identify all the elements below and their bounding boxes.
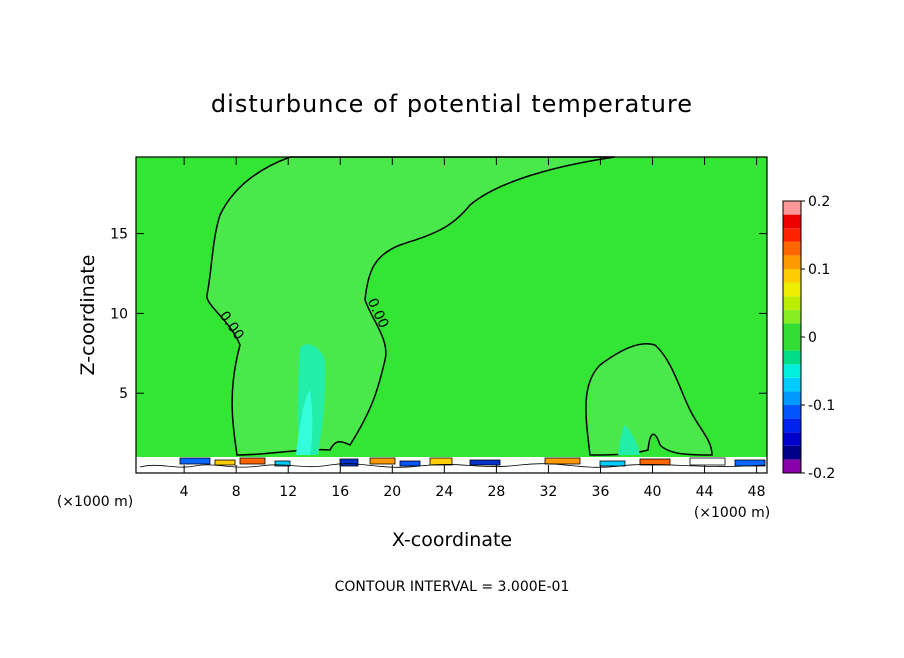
surface-noise bbox=[139, 457, 766, 468]
colorbar-tick-label: 0.1 bbox=[808, 262, 830, 278]
colorbar-swatch bbox=[783, 405, 801, 419]
colorbar-tick-label: -0.2 bbox=[808, 466, 835, 482]
colorbar-swatch bbox=[783, 350, 801, 365]
contour-field: 0.00 0.00 bbox=[135, 156, 768, 474]
x-tick-label: 4 bbox=[180, 484, 189, 500]
colorbar-swatch bbox=[783, 445, 801, 460]
colorbar-swatch bbox=[783, 337, 801, 351]
colorbar-tick-label: 0.2 bbox=[808, 194, 830, 210]
x-tick-label: 8 bbox=[232, 484, 241, 500]
colorbar-tick-label: 0 bbox=[808, 330, 817, 346]
x-tick-label: 44 bbox=[696, 484, 714, 500]
x-tick-label: 48 bbox=[748, 484, 766, 500]
colorbar-swatch bbox=[783, 432, 801, 446]
contour-plume bbox=[585, 343, 713, 456]
footnote: CONTOUR INTERVAL = 3.000E-01 bbox=[335, 579, 570, 595]
y-tick-label: 10 bbox=[110, 306, 128, 322]
colorbar-swatch bbox=[783, 323, 801, 337]
y-axis-label: Z-coordinate bbox=[77, 255, 99, 376]
x-tick-label: 36 bbox=[592, 484, 610, 500]
contour-core bbox=[296, 390, 313, 455]
y-tick-label: 15 bbox=[110, 227, 128, 243]
colorbar-swatch bbox=[783, 377, 801, 392]
chart-title: disturbunce of potential temperature bbox=[211, 90, 693, 118]
colorbar-swatch bbox=[783, 214, 801, 229]
contour-core bbox=[618, 425, 640, 455]
colorbar-swatch bbox=[783, 228, 801, 242]
colorbar-swatch bbox=[783, 201, 801, 215]
x-tick-label: 24 bbox=[435, 484, 453, 500]
colorbar-swatch bbox=[783, 282, 801, 297]
x-axis-label: X-coordinate bbox=[392, 529, 512, 551]
colorbar-tick-label: -0.1 bbox=[808, 398, 835, 414]
colorbar-swatch bbox=[783, 391, 801, 405]
x-tick-label: 32 bbox=[540, 484, 558, 500]
x-tick-label: 12 bbox=[279, 484, 297, 500]
plot-frame bbox=[135, 156, 768, 474]
colorbar-swatch bbox=[783, 418, 801, 433]
colorbar-swatch bbox=[783, 459, 801, 473]
x-tick-label: 20 bbox=[383, 484, 401, 500]
colorbar-swatch bbox=[783, 296, 801, 310]
x-tick-label: 40 bbox=[644, 484, 662, 500]
colorbar-swatch bbox=[783, 255, 801, 269]
x-tick-label: 28 bbox=[487, 484, 505, 500]
colorbar-swatch bbox=[783, 364, 801, 378]
x-tick-label: 16 bbox=[331, 484, 349, 500]
y-unit-label: (×1000 m) bbox=[57, 494, 133, 510]
x-unit-label: (×1000 m) bbox=[694, 505, 770, 521]
y-tick-label: 5 bbox=[119, 386, 128, 402]
colorbar-swatch bbox=[783, 241, 801, 256]
colorbar-swatch bbox=[783, 269, 801, 283]
colorbar-swatch bbox=[783, 309, 801, 324]
